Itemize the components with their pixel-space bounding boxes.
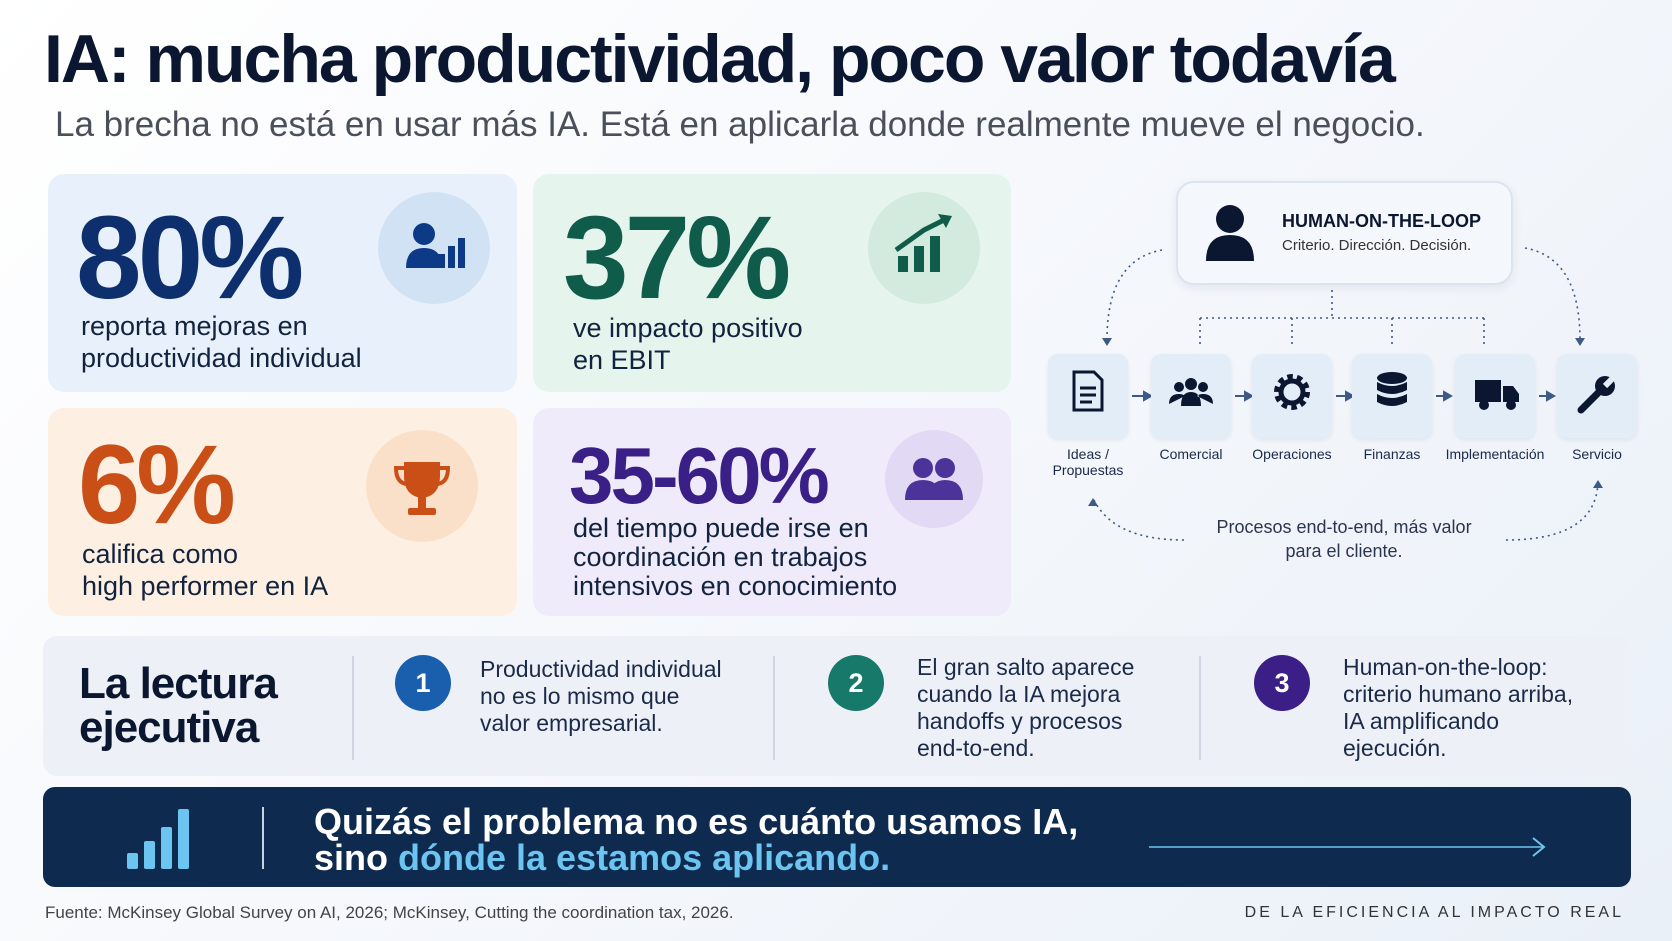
divider [262, 807, 264, 869]
step-label: Servicio [1537, 446, 1657, 462]
subtitle: La brecha no está en usar más IA. Está e… [55, 105, 1425, 144]
line: IA amplificando [1343, 708, 1499, 734]
banner: Quizás el problema no es cuánto usamos I… [43, 787, 1631, 887]
process-step [1352, 354, 1432, 438]
line: high performer en IA [82, 571, 329, 601]
line: en EBIT [573, 345, 671, 375]
banner-highlight: dónde la estamos aplicando. [398, 837, 891, 878]
banner-line: Quizás el problema no es cuánto usamos I… [314, 801, 1079, 842]
icon-graphic [393, 462, 451, 515]
stat-value: 37% [563, 192, 791, 324]
stat-text: ve impacto positivo en EBIT [573, 312, 803, 376]
person-icon [1206, 205, 1254, 261]
divider [352, 656, 354, 760]
item-number: 3 [1254, 655, 1310, 711]
stat-card: 80% reporta mejoras en productividad indi… [48, 174, 517, 392]
icon-graphic [406, 223, 465, 268]
stat-text: califica como high performer en IA [82, 538, 328, 602]
line: califica como [82, 539, 239, 569]
line: Servicio [1572, 446, 1622, 462]
line: ejecutiva [79, 703, 259, 752]
diagram-caption: Procesos end-to-end, más valor para el cl… [1184, 515, 1504, 563]
step-label: Implementación [1435, 446, 1555, 462]
stat-card: 37% ve impacto positivo en EBIT [533, 174, 1011, 392]
banner-prefix: sino [314, 837, 389, 878]
item-number: 2 [828, 655, 884, 711]
line: coordinación en trabajos [573, 542, 868, 572]
line: Ideas / [1066, 446, 1110, 462]
process-step [1557, 354, 1637, 438]
tagline: DE LA EFICIENCIA AL IMPACTO REAL [1244, 904, 1624, 921]
line: Human-on-the-loop: [1343, 654, 1548, 680]
icon [366, 430, 478, 542]
step-icon [1377, 372, 1407, 406]
banner-line: sino dónde la estamos aplicando. [314, 837, 890, 879]
icon [885, 430, 983, 528]
divider [773, 656, 775, 760]
divider [1199, 656, 1201, 760]
stat-card: 6% califica como high performer en IA [48, 408, 517, 616]
reading-panel: La lectura ejecutiva 1 Productividad indi… [43, 636, 1631, 776]
line: criterio humano arriba, [1343, 681, 1574, 707]
stat-text: del tiempo puede irse en coordinación en … [573, 514, 897, 601]
item-text: El gran salto aparece cuando la IA mejora… [917, 654, 1134, 762]
item-number: 1 [395, 655, 451, 711]
line: reporta mejoras en [81, 311, 308, 341]
line: Operaciones [1252, 446, 1332, 462]
loop-subtitle: Criterio. Dirección. Decisión. [1282, 237, 1472, 254]
icon-graphic [905, 458, 963, 500]
step-icon [1169, 378, 1213, 406]
line: para el cliente. [1285, 541, 1403, 561]
step-label: Finanzas [1332, 446, 1452, 462]
step-label: Ideas / Propuestas [1028, 446, 1148, 478]
item-text: Productividad individual no es lo mismo q… [480, 656, 722, 737]
line: Implementación [1445, 446, 1545, 462]
line: ejecución. [1343, 735, 1447, 761]
process-step [1048, 354, 1128, 438]
line: valor empresarial. [480, 710, 663, 736]
stat-value: 35-60% [569, 431, 830, 520]
line: Procesos end-to-end, más valor [1216, 517, 1472, 537]
step-icon [1072, 370, 1104, 412]
line: Productividad individual [480, 656, 722, 682]
item-text: Human-on-the-loop: criterio humano arriba… [1343, 654, 1573, 762]
line: productividad individual [81, 343, 362, 373]
step-icon [1577, 373, 1618, 414]
line: Finanzas [1363, 446, 1421, 462]
line: Comercial [1159, 446, 1223, 462]
stat-card: 35-60% del tiempo puede irse en coordinac… [533, 408, 1011, 616]
line: intensivos en conocimiento [573, 571, 898, 601]
step-label: Operaciones [1232, 446, 1352, 462]
stat-text: reporta mejoras en productividad individu… [81, 310, 362, 374]
loop-box: HUMAN-ON-THE-LOOP Criterio. Dirección. D… [1176, 181, 1513, 285]
banner-icon [127, 809, 189, 869]
line: La lectura [79, 659, 278, 708]
process-step [1252, 354, 1332, 438]
process-step [1151, 354, 1231, 438]
banner-arrow [1149, 837, 1546, 857]
stat-value: 6% [78, 422, 236, 547]
icon-graphic [894, 214, 952, 272]
line: no es lo mismo que [480, 683, 680, 709]
step-label: Comercial [1131, 446, 1251, 462]
line: El gran salto aparece [917, 654, 1135, 680]
source: Fuente: McKinsey Global Survey on AI, 20… [45, 903, 734, 922]
stat-value: 80% [76, 192, 304, 324]
line: Propuestas [1052, 462, 1124, 478]
line: del tiempo puede irse en [573, 513, 869, 543]
reading-title: La lectura ejecutiva [79, 659, 278, 752]
icon [868, 192, 980, 304]
step-icon [1274, 374, 1310, 410]
icon [378, 192, 490, 304]
line: ve impacto positivo [573, 313, 803, 343]
process-step [1455, 354, 1535, 438]
title: IA: mucha productividad, poco valor toda… [44, 21, 1396, 97]
step-icon [1475, 380, 1519, 410]
line: handoffs y procesos [917, 708, 1123, 734]
loop-title: HUMAN-ON-THE-LOOP [1282, 211, 1481, 231]
line: cuando la IA mejora [917, 681, 1121, 707]
line: end-to-end. [917, 735, 1035, 761]
